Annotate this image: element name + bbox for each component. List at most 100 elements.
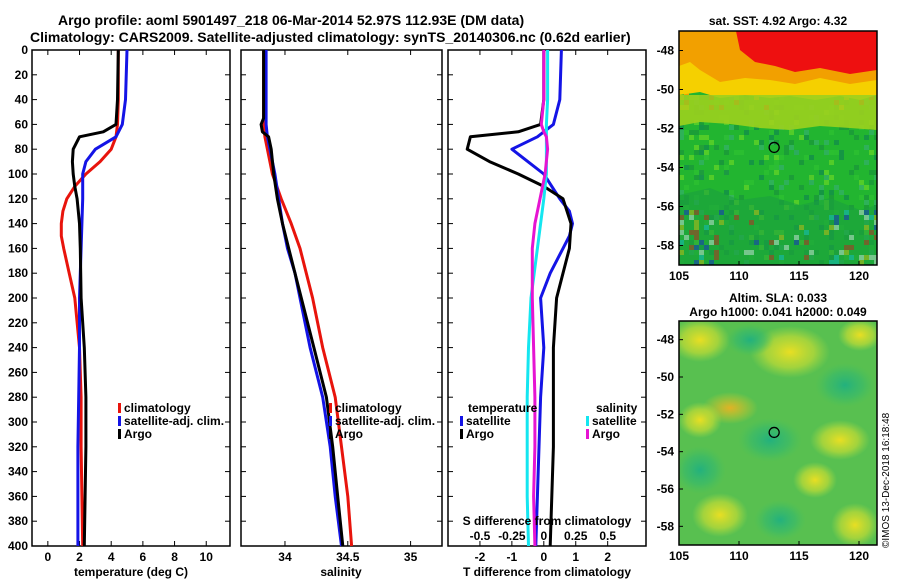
- temperature-panel-frame: [31, 49, 231, 547]
- sst-cell: [729, 160, 734, 165]
- legend-label-s-satellite: satellite: [592, 414, 637, 428]
- y-tick-label: -54: [657, 445, 675, 459]
- x-tick-label: 110: [729, 549, 749, 563]
- sst-cell: [739, 195, 744, 200]
- sst-lightgreen-band: [679, 95, 877, 130]
- legend-swatch-climatology: [118, 403, 121, 413]
- legend-group-salinity: salinity: [596, 401, 638, 415]
- temperature-series: [59, 49, 129, 547]
- temperature-xlabel: temperature (deg C): [74, 565, 188, 579]
- sst-cell: [714, 165, 719, 170]
- sst-cell: [744, 130, 749, 135]
- sla-blob: [810, 420, 870, 460]
- sst-cell: [824, 175, 829, 180]
- sla-axes: 105 110 115 120 -48 -50 -52 -54 -56 -58: [657, 333, 870, 563]
- series-salinity-argo: [530, 50, 550, 547]
- sst-cell: [704, 155, 709, 160]
- sst-cell: [834, 150, 839, 155]
- sst-cell: [694, 175, 699, 180]
- legend-label-argo: Argo: [335, 427, 363, 441]
- s-diff-tick-label: -0.25: [498, 529, 526, 543]
- sst-cell: [679, 150, 684, 155]
- sst-cell: [799, 160, 804, 165]
- legend-swatch-climatology: [329, 403, 332, 413]
- series-temperature-argo: [465, 50, 573, 547]
- sst-cell: [694, 170, 699, 175]
- sst-cell: [854, 175, 859, 180]
- x-tick-label: 105: [669, 549, 689, 563]
- salinity-series: [259, 50, 354, 547]
- y-tick-label: -56: [657, 482, 675, 496]
- sst-cell: [749, 160, 754, 165]
- sst-cell: [859, 195, 864, 200]
- legend-swatch-argo: [118, 429, 121, 439]
- sst-cell: [849, 170, 854, 175]
- y-tick-label: -56: [657, 200, 675, 214]
- title-line-2: Climatology: CARS2009. Satellite-adjuste…: [30, 29, 631, 45]
- sst-cell: [864, 185, 869, 190]
- sst-cell: [694, 130, 699, 135]
- sst-cell: [854, 150, 859, 155]
- sst-cell: [769, 130, 774, 135]
- sst-cell: [859, 180, 864, 185]
- y-tick-label: 400: [8, 539, 28, 553]
- sst-darkgreen-band: [679, 188, 877, 265]
- y-tick-label: 380: [8, 514, 28, 528]
- sst-cell: [829, 160, 834, 165]
- sst-cell: [804, 130, 809, 135]
- difference-xlabel: T difference from climatology: [463, 565, 631, 579]
- sst-cell: [819, 185, 824, 190]
- sst-cell: [869, 195, 874, 200]
- title-line-1: Argo profile: aoml 5901497_218 06-Mar-20…: [58, 12, 525, 28]
- sst-cell: [874, 135, 877, 140]
- sst-cell: [869, 150, 874, 155]
- sst-cell: [724, 190, 729, 195]
- sst-cell: [779, 195, 784, 200]
- sst-map-frame: [678, 30, 878, 266]
- copyright-watermark: ©IMOS 13-Dec-2018 16:18:48: [881, 412, 892, 548]
- x-tick-label: 2: [604, 550, 611, 564]
- sst-cell: [824, 170, 829, 175]
- sst-cell: [844, 195, 849, 200]
- sst-cell: [779, 165, 784, 170]
- sst-cell: [704, 120, 709, 125]
- sla-map-subtitle: Argo h1000: 0.041 h2000: 0.049: [689, 305, 867, 319]
- legend-swatch-s-satellite: [586, 416, 589, 426]
- series-satellite-adj-clim-: [76, 49, 129, 546]
- salinity-panel-frame: [240, 49, 443, 547]
- sst-cell: [864, 205, 869, 210]
- legend-label-satellite: satellite-adj. clim.: [124, 414, 224, 428]
- x-tick-label: -1: [507, 550, 518, 564]
- sst-cell: [824, 140, 829, 145]
- sst-cell: [724, 150, 729, 155]
- sst-cell: [684, 165, 689, 170]
- sst-cell: [819, 195, 824, 200]
- sst-cell: [819, 145, 824, 150]
- y-tick-label: 200: [8, 291, 28, 305]
- sst-cell: [759, 175, 764, 180]
- sst-cell: [829, 130, 834, 135]
- sst-cell: [749, 125, 754, 130]
- sst-cell: [774, 155, 779, 160]
- argo-position-marker: [768, 426, 780, 439]
- x-tick-label: 115: [789, 549, 809, 563]
- sst-cell: [814, 195, 819, 200]
- sst-cell: [804, 195, 809, 200]
- sst-cell: [864, 145, 869, 150]
- sst-cell: [809, 140, 814, 145]
- s-diff-tick-label: -0.5: [470, 529, 491, 543]
- sst-cell: [744, 180, 749, 185]
- sst-cell: [799, 135, 804, 140]
- sst-cell: [679, 175, 684, 180]
- sla-map-title: Altim. SLA: 0.033: [729, 291, 827, 305]
- sst-cell: [769, 135, 774, 140]
- sst-cell: [809, 155, 814, 160]
- sst-cell: [744, 185, 749, 190]
- series-satellite-adj-clim-: [264, 50, 343, 547]
- legend-label-argo: Argo: [124, 427, 152, 441]
- sst-cell: [679, 130, 684, 135]
- sst-cell: [689, 135, 694, 140]
- y-tick-label: -48: [657, 333, 675, 347]
- sst-cell: [774, 160, 779, 165]
- difference-axes: -2 -1 0 1 2: [448, 49, 646, 564]
